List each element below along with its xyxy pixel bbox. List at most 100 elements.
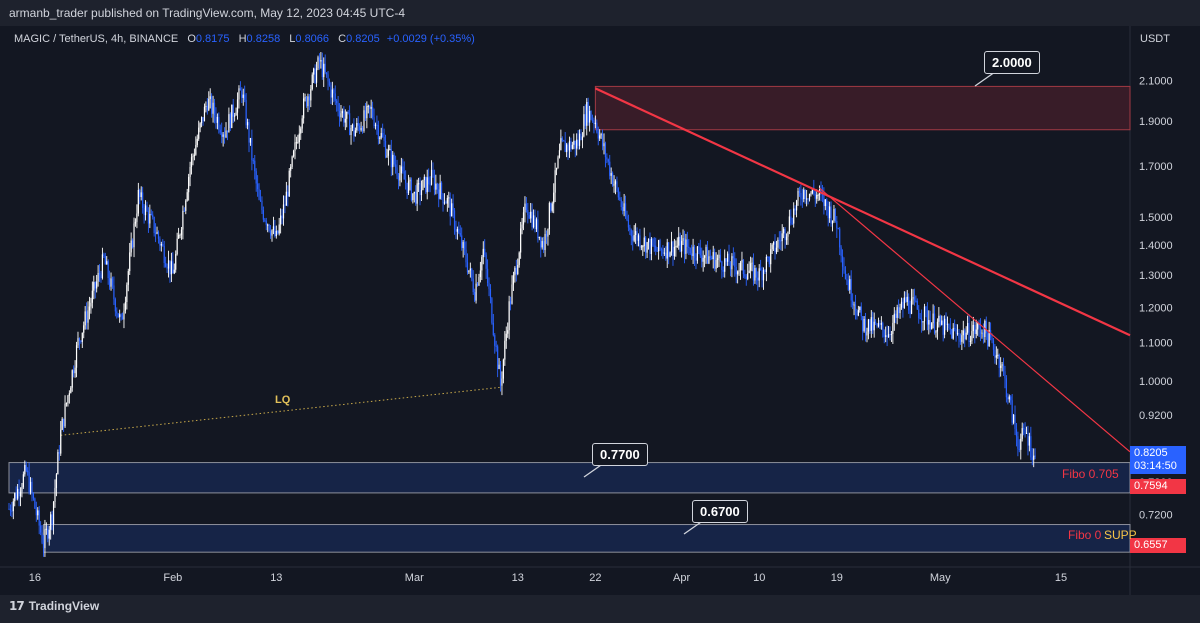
- chart-area[interactable]: 0.67000.72000.78000.84000.92001.00001.10…: [0, 26, 1200, 595]
- change-value: +0.0029 (+0.35%): [386, 33, 475, 45]
- candle-body: [366, 106, 368, 119]
- candle-body: [663, 252, 665, 254]
- candle-body: [887, 334, 890, 338]
- candle-body: [61, 418, 63, 430]
- candle-body: [803, 189, 805, 200]
- candle-body: [524, 203, 526, 213]
- footer-bar: 17 TradingView: [0, 595, 1200, 623]
- candle-body: [143, 207, 145, 216]
- candle-body: [8, 508, 10, 510]
- candle-body: [962, 330, 964, 336]
- candle-body: [415, 191, 417, 204]
- candle-body: [130, 240, 132, 253]
- candle-body: [103, 254, 105, 257]
- x-tick-label: 10: [753, 572, 765, 584]
- price-chart[interactable]: 0.67000.72000.78000.84000.92001.00001.10…: [0, 26, 1200, 595]
- candle-body: [938, 315, 940, 322]
- candle-body: [836, 221, 838, 229]
- candle-body: [124, 302, 127, 311]
- candle-body: [271, 230, 273, 236]
- ohlc-legend: MAGIC / TetherUS, 4h, BINANCE O0.8175 H0…: [14, 33, 475, 45]
- candle-body: [869, 319, 871, 331]
- target-callout-2[interactable]: 2.0000: [984, 51, 1040, 74]
- candle-body: [347, 111, 349, 114]
- candle-body: [508, 301, 510, 331]
- candle-body: [624, 203, 627, 216]
- candle-body: [597, 131, 599, 139]
- candle-body: [800, 192, 802, 199]
- candle-body: [257, 183, 259, 190]
- candle-body: [972, 324, 974, 332]
- candle-body: [589, 110, 591, 123]
- candle-body: [961, 335, 963, 342]
- candle-body: [775, 247, 778, 253]
- tradingview-logo[interactable]: 17 TradingView: [9, 599, 99, 613]
- close-label: C: [338, 33, 347, 45]
- candle-body: [662, 249, 664, 254]
- candle-body: [222, 134, 224, 137]
- candle-body: [188, 177, 190, 193]
- candle-body: [1012, 414, 1015, 423]
- candle-body: [91, 290, 93, 303]
- candle-body: [721, 261, 723, 270]
- candle-body: [701, 255, 703, 262]
- candle-body: [708, 256, 710, 264]
- candle-body: [469, 268, 471, 271]
- candle-body: [754, 268, 756, 281]
- candle-body: [912, 297, 914, 299]
- candle-body: [1025, 433, 1028, 435]
- candle-body: [157, 232, 160, 239]
- target-callout-067[interactable]: 0.6700: [692, 500, 748, 523]
- candle-body: [54, 488, 56, 502]
- candle-body: [199, 123, 201, 128]
- candle-body: [955, 329, 957, 334]
- candle-body: [532, 215, 535, 228]
- candle-body: [658, 240, 660, 252]
- candle-body: [288, 170, 290, 197]
- candle-body: [737, 271, 739, 275]
- candle-body: [144, 205, 147, 216]
- candle-body: [1033, 455, 1035, 460]
- candle-body: [407, 181, 410, 194]
- candle-body: [823, 194, 825, 207]
- candle-body: [879, 323, 881, 325]
- low-value: 0.8066: [295, 33, 330, 45]
- candle-body: [435, 183, 437, 190]
- candle-body: [826, 199, 828, 207]
- candle-body: [843, 266, 845, 271]
- candle-body: [1007, 397, 1009, 400]
- candle-body: [307, 96, 309, 107]
- candle-body: [791, 223, 793, 225]
- candle-body: [633, 234, 635, 241]
- candle-body: [456, 228, 458, 232]
- candle-body: [841, 256, 844, 267]
- target-callout-077[interactable]: 0.7700: [592, 443, 648, 466]
- candle-body: [966, 323, 969, 333]
- candle-body: [676, 245, 678, 247]
- candle-body: [692, 246, 694, 257]
- candle-body: [1018, 448, 1020, 450]
- candle-body: [570, 141, 572, 149]
- candle-body: [590, 110, 592, 120]
- candle-body: [777, 239, 779, 248]
- candle-body: [668, 242, 670, 257]
- candle-body: [919, 318, 921, 320]
- candle-body: [426, 177, 428, 193]
- candle-body: [548, 203, 550, 230]
- candle-body: [170, 261, 173, 275]
- candle-body: [728, 253, 730, 266]
- candle-body: [501, 378, 503, 386]
- candle-body: [221, 132, 223, 137]
- candle-body: [198, 127, 200, 139]
- candle-body: [165, 263, 167, 267]
- candle-body: [258, 189, 260, 200]
- candle-body: [852, 300, 854, 306]
- candle-body: [438, 189, 440, 199]
- candle-body: [83, 325, 85, 333]
- candle-body: [449, 197, 451, 217]
- candle-body: [509, 301, 512, 304]
- candle-body: [400, 166, 402, 174]
- candle-body: [113, 285, 115, 300]
- candle-body: [1002, 364, 1005, 372]
- candle-body: [149, 213, 151, 224]
